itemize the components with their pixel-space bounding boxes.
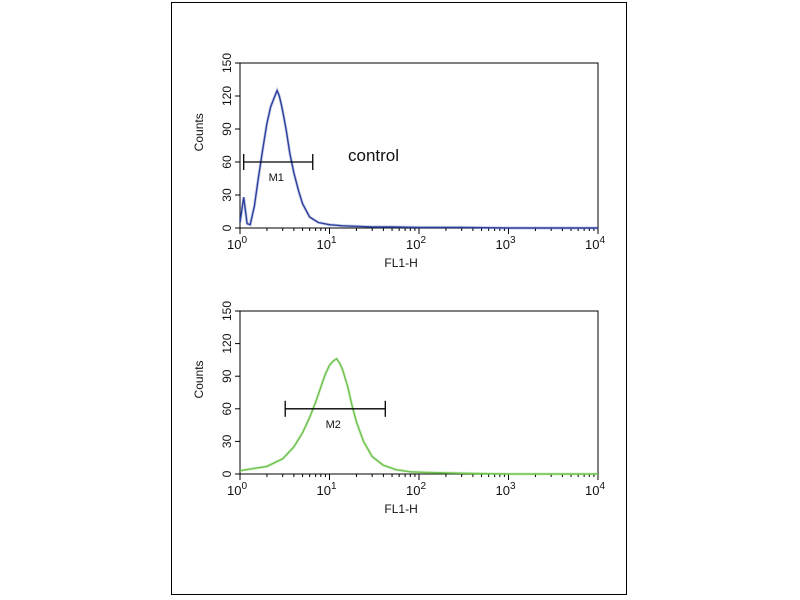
y-tick-label: 120	[220, 86, 234, 106]
x-tick-label: 100	[227, 235, 247, 252]
x-tick-label: 102	[406, 235, 426, 252]
series-line-halo	[239, 356, 598, 476]
x-tick-label: 101	[316, 235, 336, 252]
x-tick-label: 104	[585, 481, 605, 498]
plot-frame	[239, 62, 599, 229]
y-tick-label: 90	[220, 369, 234, 383]
gate-label: M1	[269, 172, 284, 184]
gate-label: M2	[326, 419, 341, 431]
gate-marker: M2	[284, 400, 386, 431]
annotation-label: control	[348, 146, 399, 165]
x-axis-label: FL1-H	[384, 502, 417, 516]
series-line	[239, 88, 598, 229]
y-tick-label: 150	[220, 301, 234, 321]
x-tick-label: 103	[495, 235, 515, 252]
histogram-panel-bottom: 0 30 60 90 120 150 Counts 100 101 102 103 104 FL1-H M…	[192, 301, 605, 516]
y-tick-label: 120	[220, 333, 234, 353]
x-tick-label: 103	[495, 481, 515, 498]
y-tick-label: 30	[220, 434, 234, 448]
y-tick-label: 0	[220, 224, 234, 231]
series-line-halo	[238, 86, 598, 230]
x-axis-label: FL1-H	[384, 256, 417, 270]
series-line	[239, 357, 598, 475]
y-tick-label: 90	[220, 122, 234, 136]
x-tick-label: 104	[585, 235, 605, 252]
y-tick-label: 0	[220, 470, 234, 477]
y-axis-label: Counts	[192, 113, 206, 151]
x-tick-label: 100	[227, 481, 247, 498]
y-tick-label: 60	[220, 155, 234, 169]
y-axis-label: Counts	[192, 360, 206, 398]
x-tick-label: 101	[316, 481, 336, 498]
figure-frame	[171, 2, 627, 595]
histogram-panel-top: 0 30 60 90 120 150 Counts 100 101 102 103 104 FL1-H M…	[192, 53, 605, 270]
gate-marker: M1	[243, 154, 314, 184]
y-tick-label: 60	[220, 402, 234, 416]
x-tick-label: 102	[406, 481, 426, 498]
y-tick-label: 150	[220, 53, 234, 73]
y-tick-label: 30	[220, 188, 234, 202]
plot-frame	[239, 310, 599, 475]
